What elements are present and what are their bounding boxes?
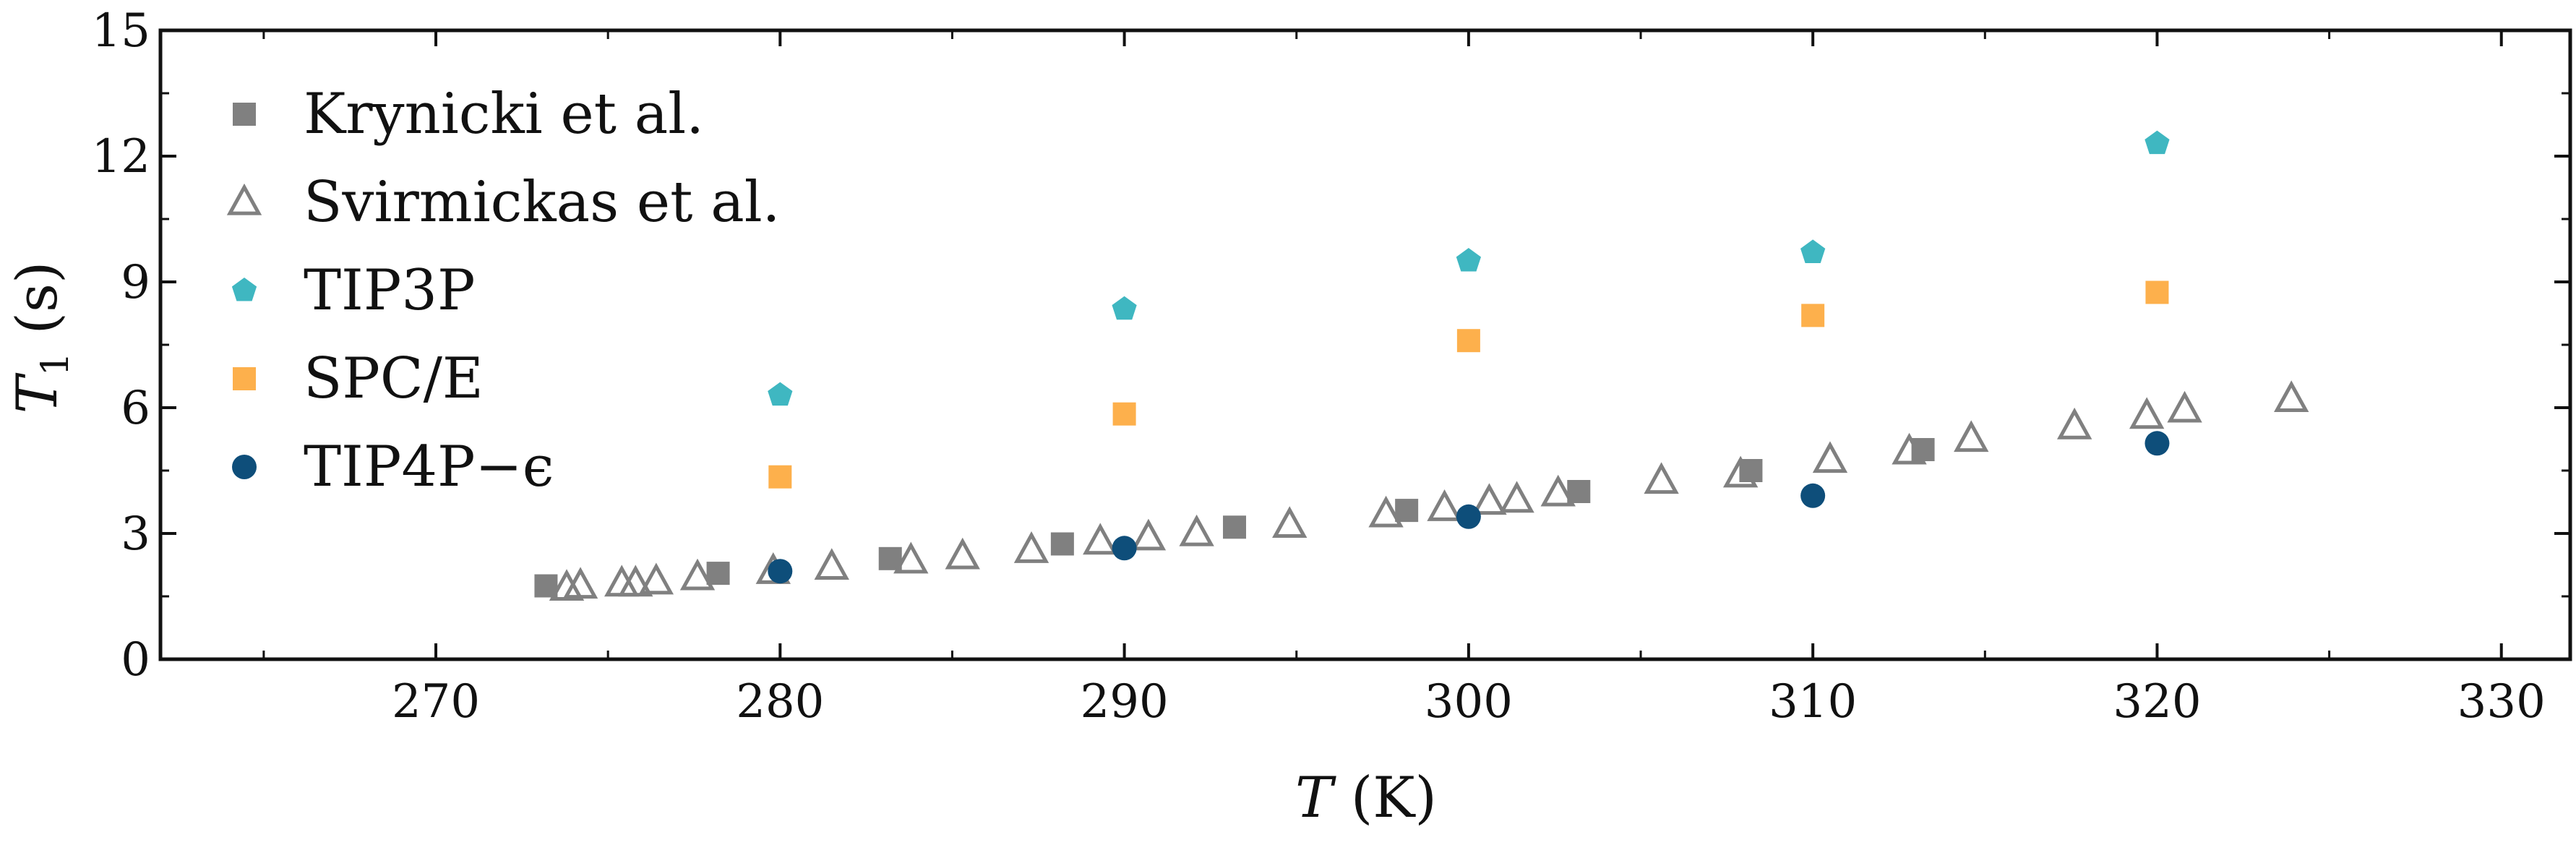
data-point	[1954, 420, 1989, 452]
data-point	[945, 537, 980, 570]
data-point	[1801, 304, 1825, 327]
x-axis-unit: (K)	[1333, 765, 1437, 831]
y-tick-label: 15	[92, 4, 150, 58]
data-point	[1722, 455, 1759, 488]
data-point	[1013, 531, 1049, 563]
data-point	[1456, 504, 1481, 529]
data-point	[1368, 495, 1404, 528]
series-1	[549, 380, 2309, 601]
data-point	[768, 559, 793, 584]
y-axis-unit: (s)	[5, 262, 70, 353]
data-point	[2129, 397, 2165, 429]
legend-label: Krynicki et al.	[304, 82, 704, 147]
data-point	[2167, 390, 2202, 423]
x-tick-label: 330	[2457, 675, 2546, 729]
legend-marker	[233, 367, 256, 390]
legend: Krynicki et al. Svirmickas et al. TIP3P SPC…	[226, 82, 780, 499]
data-point	[1472, 483, 1507, 515]
legend-marker	[231, 278, 257, 301]
y-tick-label: 3	[121, 507, 150, 561]
data-point	[768, 382, 793, 406]
legend-label: TIP3P	[304, 258, 475, 323]
data-point	[1112, 402, 1136, 426]
data-point	[1083, 523, 1118, 555]
data-point	[1130, 518, 1167, 551]
y-axis-label: T1 (s)	[5, 262, 77, 414]
data-point	[706, 562, 730, 586]
data-point	[2274, 380, 2309, 413]
series-4	[768, 431, 2170, 584]
data-point	[893, 541, 929, 574]
x-tick-label: 290	[1081, 675, 1169, 729]
data-point	[1179, 514, 1214, 546]
data-markers	[534, 130, 2309, 601]
data-point	[1223, 515, 1247, 539]
data-point	[1892, 432, 1927, 465]
legend-label: Svirmickas et al.	[304, 170, 780, 235]
series-0	[534, 438, 1935, 598]
data-point	[1812, 441, 1848, 473]
legend-label: TIP4P−ϵ	[304, 434, 554, 499]
y-tick-label: 9	[121, 256, 150, 309]
data-point	[1456, 248, 1482, 272]
y-tick-label: 6	[121, 382, 150, 435]
axis-ticks	[160, 29, 2570, 661]
legend-label: SPC/E	[304, 346, 484, 411]
data-point	[814, 548, 849, 580]
data-point	[1112, 536, 1137, 561]
tick-labels: 270 280 290 300 310 320 330 0 3 6 9 12 15	[92, 4, 2546, 729]
legend-marker	[226, 183, 262, 215]
x-axis-symbol: T	[1295, 765, 1336, 831]
data-point	[618, 565, 653, 597]
legend-marker	[232, 455, 257, 479]
x-tick-label: 320	[2113, 675, 2201, 729]
series-2	[768, 130, 2170, 406]
data-point	[1112, 296, 1137, 320]
data-point	[1540, 474, 1576, 507]
legend-marker	[233, 103, 256, 126]
y-axis-subscript: 1	[34, 352, 77, 376]
y-axis-symbol: T	[5, 372, 70, 413]
x-axis-label: T (K)	[1295, 765, 1437, 831]
series-3	[768, 280, 2169, 489]
data-point	[679, 558, 716, 591]
data-point	[2056, 407, 2092, 439]
data-point	[1050, 532, 1074, 556]
data-point	[2144, 431, 2170, 456]
data-point	[1800, 483, 1826, 508]
x-tick-label: 280	[736, 675, 824, 729]
data-point	[1395, 499, 1419, 523]
data-point	[1272, 506, 1308, 539]
data-point	[768, 465, 792, 489]
data-point	[1800, 239, 1826, 263]
data-point	[638, 562, 674, 595]
data-point	[1644, 462, 1679, 494]
x-tick-label: 310	[1769, 675, 1857, 729]
x-tick-label: 270	[392, 675, 480, 729]
y-tick-label: 12	[92, 130, 150, 184]
y-tick-label: 0	[121, 633, 150, 687]
data-point	[2145, 280, 2169, 304]
data-point	[562, 567, 598, 599]
x-tick-label: 300	[1425, 675, 1513, 729]
data-point	[1499, 481, 1534, 513]
data-point	[2144, 130, 2170, 155]
data-point	[1427, 489, 1462, 521]
data-point	[1456, 329, 1480, 353]
